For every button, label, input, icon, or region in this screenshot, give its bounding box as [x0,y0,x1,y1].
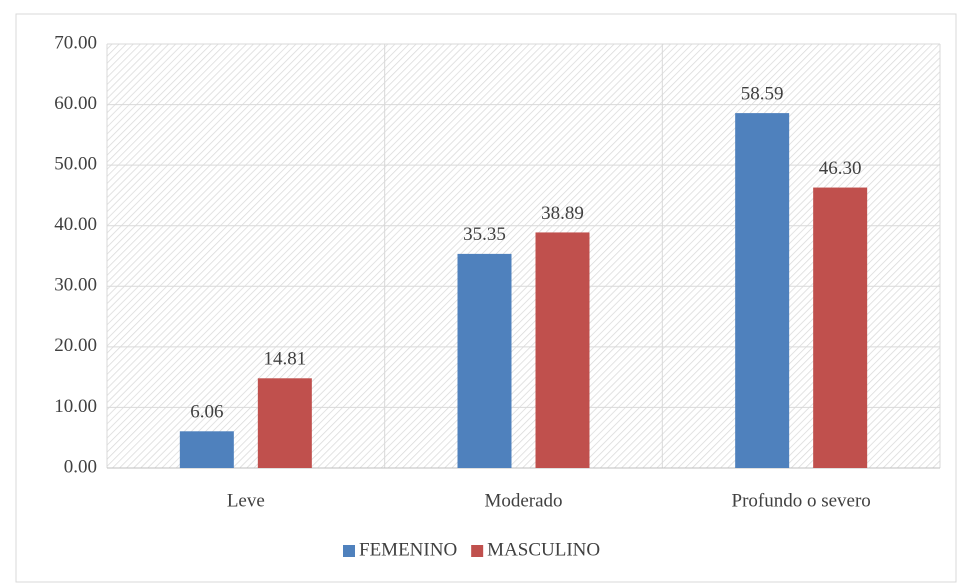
x-tick-label: Leve [227,490,265,511]
bar [535,232,590,468]
x-tick-label: Profundo o severo [732,490,871,511]
y-tick-label: 20.00 [54,335,97,356]
legend-label: MASCULINO [487,539,600,560]
legend-label: FEMENINO [359,539,457,560]
data-label: 14.81 [263,349,306,370]
y-tick-label: 0.00 [64,456,97,477]
data-label: 35.35 [463,224,506,245]
legend-swatch [471,545,484,557]
y-tick-label: 70.00 [54,32,97,53]
plot-area [107,44,940,468]
bar [735,113,790,468]
y-tick-label: 50.00 [54,154,97,175]
data-label: 38.89 [541,203,584,224]
data-label: 58.59 [741,83,784,104]
y-tick-label: 30.00 [54,275,97,296]
data-label: 6.06 [190,402,223,423]
y-tick-label: 10.00 [54,396,97,417]
data-label: 46.30 [819,158,862,179]
bar [813,187,868,468]
bar [257,378,312,468]
y-tick-label: 60.00 [54,93,97,114]
legend-swatch [343,545,355,557]
bar [457,253,512,468]
x-tick-label: Moderado [484,490,562,511]
bar [179,431,234,468]
y-tick-label: 40.00 [54,214,97,235]
